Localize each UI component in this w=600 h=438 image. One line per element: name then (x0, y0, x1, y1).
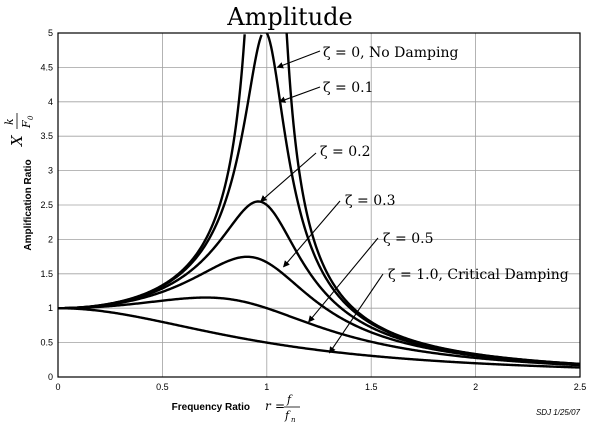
curve-zeta-0-3 (57, 255, 581, 366)
x-formula-equals: = (275, 399, 285, 413)
curve-annotations: ζ = 0, No Damping ζ = 0.1 ζ = 0.2 ζ = 0.3 ζ … (260, 45, 569, 354)
annotation-label: ζ = 0.5 (383, 231, 433, 247)
y-axis-formula: X k F 0 (3, 113, 35, 147)
x-tick-label: 1.5 (365, 382, 378, 392)
chart-title: Amplitude (226, 3, 352, 31)
y-tick-label: 1 (48, 303, 53, 313)
y-tick-label: 3.5 (40, 131, 53, 141)
y-formula-base: X (8, 134, 26, 147)
y-formula-numerator: k (3, 118, 16, 125)
annotation-label: ζ = 0.2 (320, 144, 370, 160)
x-formula-var: r (265, 399, 272, 413)
author-signature: SDJ 1/25/07 (536, 408, 581, 417)
x-axis-label: Frequency Ratio (172, 402, 250, 413)
y-tick-label: 0 (48, 372, 53, 382)
y-tick-label: 1.5 (40, 269, 53, 279)
y-tick-label: 4 (48, 97, 53, 107)
y-axis-label-group: Amplification Ratio (23, 159, 34, 250)
annotation-arrow (308, 237, 379, 323)
y-tick-label: 3 (48, 166, 53, 176)
y-tick-label: 2.5 (40, 200, 53, 210)
annotation-label: ζ = 0.1 (323, 80, 373, 96)
x-tick-label: 1 (264, 382, 269, 392)
x-formula-denominator-subscript: n (291, 416, 296, 424)
tick-labels: 0 0.5 1 1.5 2 2.5 0 0.5 1 1.5 2 2.5 3 3.5 4 4.5 5 (40, 28, 586, 392)
x-formula-numerator: f (286, 393, 293, 406)
annotation-arrow (328, 273, 384, 354)
y-tick-label: 2 (48, 234, 53, 244)
x-formula-denominator: f (284, 409, 291, 422)
x-tick-label: 2 (473, 382, 478, 392)
y-axis-label: Amplification Ratio (23, 159, 34, 250)
curve-zeta-0-5 (57, 296, 581, 367)
annotation-label: ζ = 0.3 (345, 193, 395, 209)
y-formula-denominator-subscript: 0 (27, 115, 35, 120)
response-curves (57, 32, 581, 369)
x-tick-label: 0 (55, 382, 60, 392)
annotation-arrow (276, 50, 321, 69)
annotation-arrow (278, 86, 321, 103)
curve-zeta-1 (57, 307, 581, 369)
y-tick-label: 4.5 (40, 62, 53, 72)
y-formula-denominator: F (20, 120, 33, 129)
x-axis-formula: r = f f n (265, 393, 300, 424)
annotation-arrow (260, 152, 317, 202)
x-tick-label: 0.5 (156, 382, 169, 392)
annotation-arrow (283, 200, 341, 268)
annotation-label: ζ = 0, No Damping (323, 45, 458, 61)
y-tick-label: 5 (48, 28, 53, 38)
y-tick-label: 0.5 (40, 338, 53, 348)
annotation-label: ζ = 1.0, Critical Damping (388, 267, 569, 283)
x-tick-label: 2.5 (574, 382, 587, 392)
plot-frame (57, 32, 581, 378)
